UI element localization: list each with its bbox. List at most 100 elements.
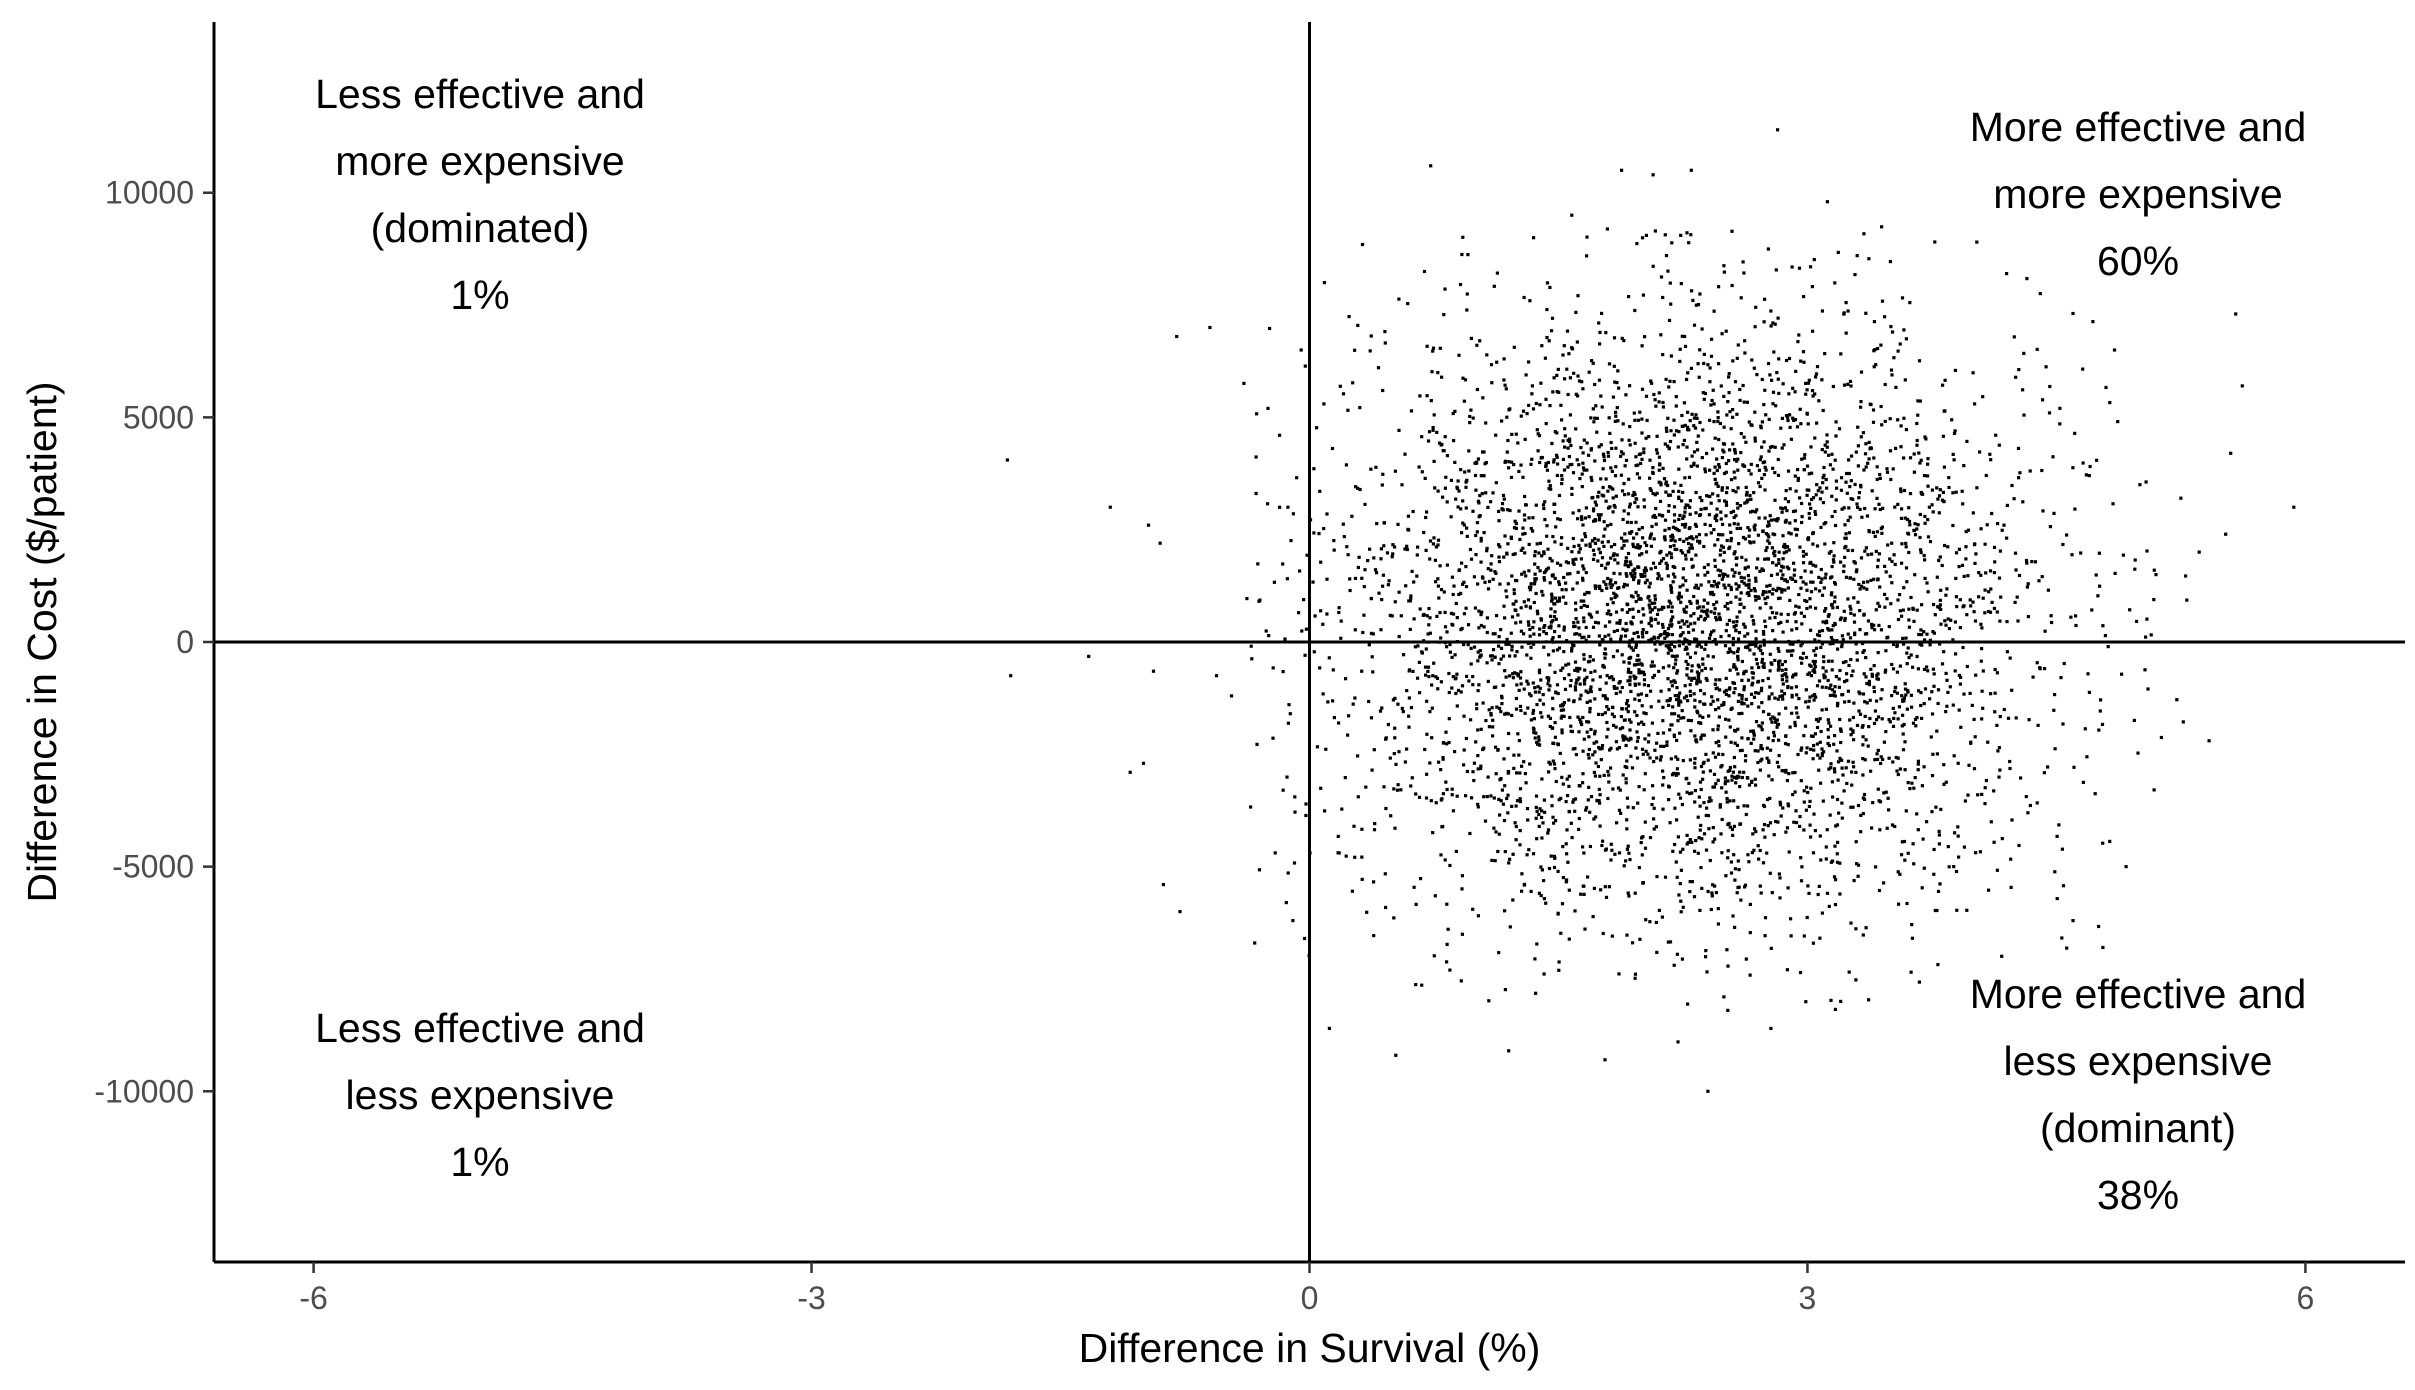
scatter-point [1465, 308, 1469, 312]
scatter-point [1387, 579, 1391, 583]
scatter-point [1805, 915, 1809, 920]
scatter-point [1730, 568, 1734, 572]
scatter-point [1497, 951, 1501, 955]
scatter-point [1607, 609, 1611, 613]
scatter-point [1702, 733, 1706, 737]
scatter-point [1588, 699, 1592, 703]
scatter-point [1390, 614, 1394, 618]
scatter-point [1829, 762, 1833, 766]
scatter-point [2090, 608, 2094, 612]
scatter-point [1666, 509, 1671, 513]
scatter-point [1882, 740, 1886, 744]
scatter-point [1642, 505, 1646, 509]
scatter-point [1712, 402, 1716, 406]
scatter-point [1585, 590, 1589, 595]
scatter-point [1409, 784, 1413, 788]
scatter-point [1518, 771, 1522, 775]
scatter-point [1662, 536, 1667, 540]
scatter-point [1879, 343, 1883, 347]
scatter-point [1661, 400, 1665, 405]
scatter-point [1668, 697, 1672, 701]
scatter-point [1660, 607, 1664, 611]
scatter-point [1397, 750, 1401, 754]
scatter-point [1813, 670, 1817, 674]
scatter-point [1740, 711, 1744, 715]
scatter-point [1972, 767, 1977, 771]
scatter-point [1600, 540, 1604, 544]
scatter-point [1529, 527, 1533, 531]
scatter-point [1478, 339, 1482, 343]
scatter-point [1524, 604, 1528, 608]
scatter-point [1870, 489, 1874, 493]
scatter-point [1672, 380, 1676, 384]
scatter-point [1520, 889, 1524, 893]
scatter-point [1637, 668, 1641, 672]
scatter-point [1689, 614, 1693, 618]
scatter-point [1742, 400, 1746, 404]
scatter-point [1815, 684, 1820, 688]
scatter-point [1469, 718, 1473, 722]
scatter-point [1689, 601, 1693, 605]
scatter-point [1687, 475, 1692, 479]
scatter-point [1731, 833, 1735, 837]
scatter-point [1676, 757, 1680, 761]
scatter-point [1898, 609, 1902, 613]
scatter-point [1668, 551, 1672, 555]
scatter-point [1836, 701, 1840, 706]
scatter-point [1636, 662, 1640, 666]
scatter-point [1535, 609, 1539, 613]
scatter-point [1745, 490, 1749, 494]
scatter-point [1979, 659, 1983, 663]
scatter-point [1689, 535, 1694, 539]
scatter-point [1586, 798, 1590, 802]
scatter-point [1653, 229, 1657, 233]
scatter-point [1638, 553, 1642, 557]
scatter-point [1762, 804, 1767, 809]
scatter-point [1643, 772, 1647, 776]
scatter-point [1764, 548, 1768, 553]
scatter-point [1455, 616, 1459, 620]
scatter-point [1567, 455, 1571, 459]
scatter-point [1506, 712, 1510, 716]
scatter-point [1550, 573, 1554, 577]
scatter-point [2101, 945, 2105, 950]
scatter-point [1602, 494, 1606, 498]
scatter-point [1866, 553, 1870, 557]
scatter-point [1528, 627, 1532, 631]
scatter-point [1939, 588, 1943, 592]
scatter-point [1954, 652, 1958, 656]
scatter-point [1737, 712, 1741, 716]
scatter-point [1546, 682, 1550, 686]
scatter-point [1315, 426, 1319, 430]
scatter-point [1494, 571, 1498, 575]
scatter-point [1475, 387, 1479, 392]
scatter-point [1557, 960, 1561, 964]
scatter-point [1532, 600, 1536, 605]
scatter-point [1906, 851, 1910, 855]
scatter-point [1520, 572, 1524, 576]
scatter-point [1846, 382, 1850, 386]
scatter-point [1717, 706, 1721, 710]
scatter-point [1750, 666, 1754, 670]
scatter-point [1925, 581, 1929, 585]
scatter-point [1976, 793, 1980, 797]
scatter-point [1462, 399, 1466, 403]
scatter-point [1315, 745, 1319, 749]
scatter-point [1772, 734, 1776, 738]
scatter-point [1995, 671, 1999, 675]
scatter-point [1599, 513, 1603, 517]
scatter-point [1525, 679, 1529, 683]
scatter-point [1904, 541, 1908, 545]
scatter-point [2017, 368, 2021, 372]
scatter-point [1880, 423, 1884, 427]
scatter-point [2184, 574, 2188, 578]
scatter-point [1717, 463, 1721, 467]
scatter-point [1569, 821, 1573, 825]
scatter-point [1663, 875, 1668, 879]
scatter-point [1873, 534, 1877, 538]
scatter-point [1620, 489, 1625, 493]
scatter-point [1757, 665, 1761, 669]
scatter-point [1753, 827, 1757, 831]
scatter-point [1733, 878, 1737, 882]
scatter-point [1407, 669, 1411, 673]
